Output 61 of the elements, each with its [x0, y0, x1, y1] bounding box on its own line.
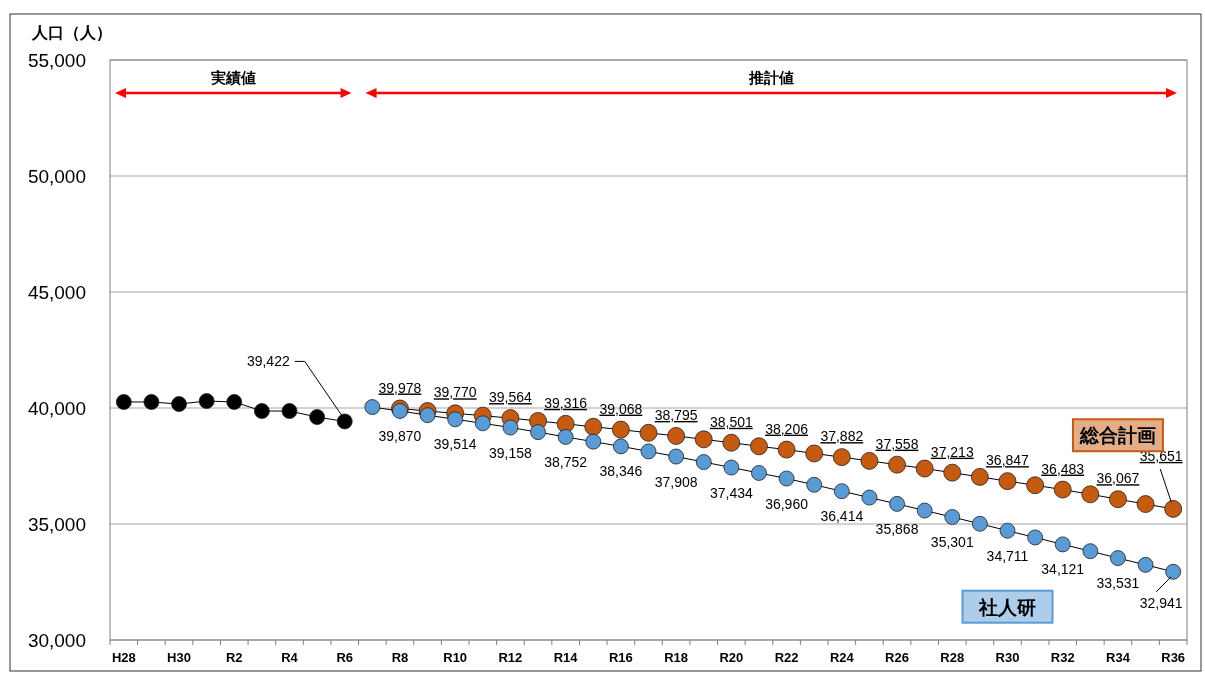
text: 社人研 — [978, 596, 1036, 618]
data-label: 39,770 — [433, 384, 477, 401]
data-label: 39,158 — [489, 444, 533, 461]
annotation: 実績値 — [209, 69, 256, 86]
y-tick-label: 45,000 — [27, 282, 86, 303]
annotation: 推計値 — [747, 69, 794, 86]
data-label: 39,316 — [544, 394, 588, 411]
x-tick-label: R32 — [1050, 650, 1075, 665]
data-label: 33,531 — [1096, 575, 1140, 592]
y-tick-label: 30,000 — [27, 630, 86, 651]
x-tick-label: R2 — [225, 650, 243, 665]
y-tick-label: 50,000 — [27, 166, 86, 187]
data-label: 39,514 — [433, 436, 477, 453]
data-label: 36,847 — [986, 452, 1030, 469]
data-label: 32,941 — [1139, 594, 1183, 611]
x-tick-label: R26 — [885, 650, 909, 665]
x-tick-label: H28 — [111, 650, 136, 665]
data-label: 39,978 — [378, 379, 422, 396]
x-tick-label: R18 — [664, 650, 689, 665]
data-label: 36,414 — [820, 508, 864, 525]
x-tick-label: R28 — [940, 650, 965, 665]
x-tick-label: R34 — [1106, 650, 1131, 665]
x-tick-label: R14 — [553, 650, 579, 665]
data-label: 37,908 — [654, 473, 698, 490]
data-label: 37,558 — [875, 435, 919, 452]
data-label: 37,213 — [930, 443, 974, 460]
y-tick-label: 55,000 — [27, 50, 86, 71]
data-label: 38,346 — [599, 463, 643, 480]
data-label: 38,206 — [765, 420, 809, 437]
data-label: 34,121 — [1041, 561, 1085, 578]
data-label: 38,501 — [709, 413, 753, 430]
data-label: 38,795 — [654, 406, 698, 423]
data-label: 39,564 — [489, 389, 533, 406]
data-label: 38,752 — [544, 453, 588, 470]
data-label: 39,422 — [246, 353, 290, 370]
data-label: 36,483 — [1041, 460, 1085, 477]
x-tick-label: H30 — [167, 650, 191, 665]
x-tick-label: R20 — [719, 650, 744, 665]
x-tick-label: R8 — [391, 650, 409, 665]
x-tick-label: R6 — [336, 650, 354, 665]
text: 総合計画 — [1078, 425, 1156, 447]
x-tick-label: R30 — [995, 650, 1020, 665]
data-label: 37,882 — [820, 428, 864, 445]
y-axis-title: 人口（人） — [31, 24, 112, 42]
x-tick-label: R36 — [1161, 650, 1186, 665]
y-tick-label: 40,000 — [27, 398, 86, 419]
data-label: 39,870 — [378, 428, 422, 445]
x-tick-label: R4 — [281, 650, 299, 665]
data-label: 35,868 — [875, 520, 919, 537]
x-tick-label: R24 — [829, 650, 855, 665]
x-tick-label: R12 — [498, 650, 523, 665]
data-label: 34,711 — [986, 547, 1029, 564]
data-label: 39,068 — [599, 400, 643, 417]
x-tick-label: R16 — [608, 650, 633, 665]
y-tick-label: 35,000 — [27, 514, 86, 535]
x-tick-label: R22 — [774, 650, 799, 665]
data-label: 35,301 — [930, 534, 974, 551]
x-tick-label: R10 — [443, 650, 468, 665]
data-label: 37,434 — [709, 484, 753, 501]
data-label: 36,960 — [765, 495, 809, 512]
data-label: 36,067 — [1096, 470, 1140, 487]
